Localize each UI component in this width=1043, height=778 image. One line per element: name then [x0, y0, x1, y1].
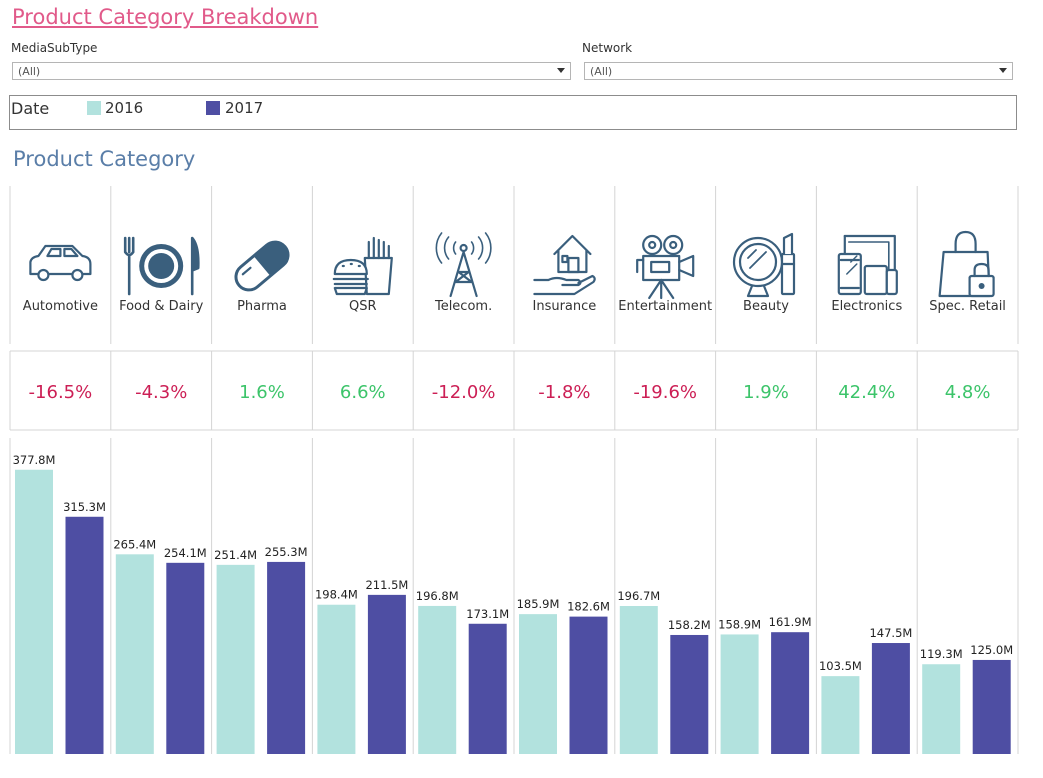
bar-label-insurance-2017: 182.6M	[567, 600, 610, 614]
mirror-lipstick-icon	[732, 232, 796, 298]
bar-entertainment-2017[interactable]	[670, 634, 709, 754]
car-icon	[29, 244, 92, 282]
change-value-insurance: -1.8%	[538, 382, 590, 403]
bar-label-pharma-2017: 255.3M	[265, 545, 308, 559]
bar-label-telecom-2016: 196.8M	[416, 589, 459, 603]
bar-label-beauty-2017: 161.9M	[769, 615, 812, 629]
change-value-entertainment: -19.6%	[633, 382, 697, 403]
mediasubtype-filter-value: (All)	[18, 65, 41, 78]
bar-insurance-2016[interactable]	[519, 614, 557, 754]
bar-automotive-2016[interactable]	[15, 469, 53, 754]
bar-electronics-2016[interactable]	[821, 676, 860, 754]
bar-insurance-2017[interactable]	[569, 616, 608, 754]
plate-icon	[123, 236, 200, 296]
mediasubtype-filter-label: MediaSubType	[11, 41, 98, 55]
change-panel	[9, 350, 1019, 431]
bar-spec-retail-2016[interactable]	[922, 664, 961, 754]
bag-lock-icon	[938, 230, 995, 298]
legend-label-2017[interactable]: 2017	[225, 99, 264, 117]
bar-beauty-2017[interactable]	[771, 632, 810, 754]
category-label-electronics: Electronics	[831, 299, 902, 314]
bar-pharma-2016[interactable]	[216, 564, 255, 754]
bar-label-beauty-2016: 158.9M	[718, 617, 761, 631]
bar-spec-retail-2017[interactable]	[972, 659, 1011, 754]
category-label-insurance: Insurance	[533, 299, 597, 314]
bar-label-spec-retail-2016: 119.3M	[920, 647, 963, 661]
category-label-pharma: Pharma	[237, 299, 287, 314]
bar-label-entertainment-2017: 158.2M	[668, 618, 711, 632]
legend: Date 2016 2017	[9, 95, 1017, 130]
category-label-telecom: Telecom.	[434, 299, 492, 314]
category-label-food-dairy: Food & Dairy	[119, 299, 204, 314]
bar-panel	[9, 438, 1019, 754]
change-value-qsr: 6.6%	[340, 382, 386, 403]
bar-food-dairy-2016[interactable]	[115, 554, 154, 754]
change-value-telecom: -12.0%	[432, 382, 496, 403]
change-value-pharma: 1.6%	[239, 382, 285, 403]
legend-swatch-2017[interactable]	[206, 101, 220, 115]
legend-label-2016[interactable]: 2016	[105, 99, 144, 117]
pill-icon	[234, 240, 290, 292]
bar-label-food-dairy-2017: 254.1M	[164, 546, 207, 560]
bar-telecom-2016[interactable]	[418, 605, 457, 754]
legend-swatch-2016[interactable]	[87, 101, 101, 115]
bar-pharma-2017[interactable]	[267, 561, 306, 754]
bar-qsr-2016[interactable]	[317, 604, 356, 754]
bar-label-spec-retail-2017: 125.0M	[970, 643, 1013, 657]
bar-label-entertainment-2016: 196.7M	[617, 589, 660, 603]
section-title: Product Category	[13, 147, 196, 171]
dashboard-title[interactable]: Product Category Breakdown	[12, 5, 319, 29]
network-filter-select[interactable]: (All)	[584, 62, 1013, 80]
bar-label-qsr-2017: 211.5M	[365, 578, 408, 592]
change-value-food-dairy: -4.3%	[135, 382, 187, 403]
house-hand-icon	[533, 234, 596, 296]
tower-icon	[435, 232, 492, 298]
devices-icon	[837, 234, 898, 296]
legend-title: Date	[11, 99, 50, 118]
bar-label-automotive-2016: 377.8M	[13, 453, 56, 467]
bar-beauty-2016[interactable]	[720, 634, 759, 754]
chevron-down-icon	[999, 68, 1007, 73]
bar-automotive-2017[interactable]	[65, 516, 104, 754]
bar-telecom-2017[interactable]	[468, 623, 507, 754]
category-label-entertainment: Entertainment	[618, 299, 712, 314]
change-value-beauty: 1.9%	[743, 382, 789, 403]
fastfood-icon	[332, 236, 393, 296]
network-filter-value: (All)	[590, 65, 613, 78]
bar-label-insurance-2016: 185.9M	[517, 597, 560, 611]
bar-label-qsr-2016: 198.4M	[315, 588, 358, 602]
bar-label-food-dairy-2016: 265.4M	[113, 537, 156, 551]
bar-label-telecom-2017: 173.1M	[466, 607, 509, 621]
bar-label-automotive-2017: 315.3M	[63, 500, 106, 514]
network-filter-label: Network	[582, 41, 633, 55]
category-label-qsr: QSR	[349, 299, 377, 314]
bar-label-pharma-2016: 251.4M	[214, 548, 257, 562]
mediasubtype-filter-select[interactable]: (All)	[12, 62, 571, 80]
bar-qsr-2017[interactable]	[367, 594, 406, 754]
category-label-beauty: Beauty	[743, 299, 789, 314]
bar-electronics-2017[interactable]	[871, 643, 910, 754]
bar-entertainment-2016[interactable]	[619, 606, 658, 754]
change-value-spec-retail: 4.8%	[945, 382, 991, 403]
chevron-down-icon	[557, 68, 565, 73]
bar-label-electronics-2017: 147.5M	[869, 626, 912, 640]
change-value-electronics: 42.4%	[838, 382, 895, 403]
bar-label-electronics-2016: 103.5M	[819, 659, 862, 673]
camera-icon	[636, 234, 695, 300]
category-label-automotive: Automotive	[23, 299, 98, 314]
bar-food-dairy-2017[interactable]	[166, 562, 205, 754]
category-label-spec-retail: Spec. Retail	[929, 299, 1006, 314]
icon-panel	[9, 186, 1019, 344]
change-value-automotive: -16.5%	[29, 382, 93, 403]
